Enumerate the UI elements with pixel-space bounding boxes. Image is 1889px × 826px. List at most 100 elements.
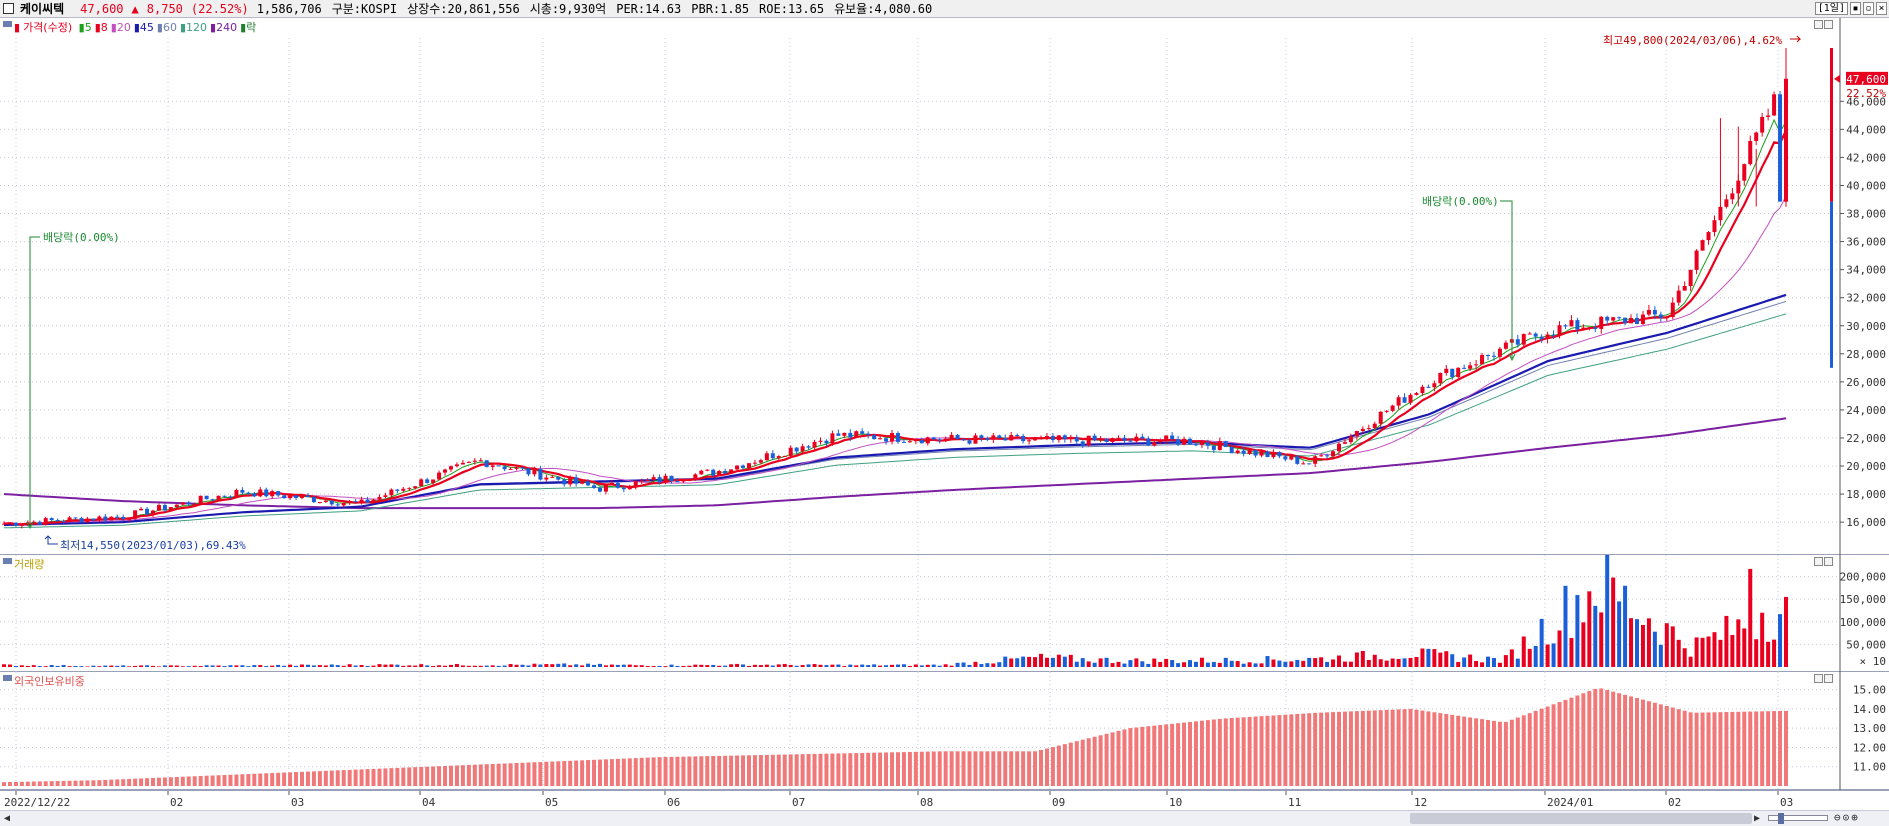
volume-bar	[1259, 663, 1264, 667]
foreign-bar	[526, 762, 531, 786]
candle-body	[1313, 456, 1318, 464]
foreign-bar	[97, 780, 102, 786]
ma-legend-item[interactable]: ▮5	[78, 21, 92, 34]
zoom-icons[interactable]: ⊖⊙⊕	[1834, 811, 1860, 824]
ma-legend-item[interactable]: ▮락	[240, 21, 257, 34]
scroll-right-icon[interactable]: ▶	[1754, 813, 1761, 824]
close-icon[interactable]: ×	[1876, 2, 1887, 15]
volume-bar	[198, 666, 203, 667]
pane-maximize-icon[interactable]	[1814, 557, 1823, 566]
pane-maximize-icon[interactable]	[1814, 20, 1823, 29]
volume-bar	[1652, 631, 1657, 667]
foreign-bar	[1050, 747, 1055, 786]
candle-body	[43, 518, 48, 525]
foreign-bar	[341, 770, 346, 786]
pane-close-icon[interactable]	[1824, 20, 1833, 29]
ma-legend-item[interactable]: ▮45	[133, 21, 154, 34]
foreign-bar	[1766, 711, 1771, 786]
volume-bar	[639, 665, 644, 667]
zoom-slider-knob[interactable]	[1778, 813, 1784, 824]
volume-bar	[884, 665, 889, 667]
volume-pane[interactable]: 거래량 50,000 100,000 150,000 200,000 × 10	[0, 555, 1889, 672]
volume-bar	[419, 664, 424, 667]
candle-body	[264, 489, 269, 497]
volume-bar	[669, 664, 674, 667]
volume-bar	[919, 665, 924, 667]
volume-bar	[603, 665, 608, 667]
info-toggle-box[interactable]	[3, 3, 14, 14]
foreign-bar	[1062, 744, 1067, 786]
ma-legend-item[interactable]: ▮8	[94, 21, 108, 34]
pane-close-icon[interactable]	[1824, 674, 1833, 683]
candle-body	[580, 481, 585, 484]
volume-bar	[1474, 660, 1479, 667]
candle-body	[31, 521, 36, 523]
date-tick-label: 04	[422, 796, 436, 809]
volume-bar	[538, 664, 543, 667]
restore-icon[interactable]: ▫	[1863, 2, 1874, 15]
foreign-bar	[1217, 718, 1222, 786]
zoom-slider[interactable]	[1768, 815, 1828, 821]
candle-body	[1438, 372, 1443, 384]
pane-close-icon[interactable]	[1824, 557, 1833, 566]
foreign-bar	[1402, 709, 1407, 786]
foreign-bar	[1021, 751, 1026, 786]
ma-legend-item[interactable]: ▮60	[156, 21, 177, 34]
foreign-bar	[1587, 691, 1592, 786]
pane-handle-icon[interactable]	[3, 21, 12, 27]
ma-legend-item[interactable]: ▮20	[110, 21, 131, 34]
volume-bar	[1247, 662, 1252, 667]
candle-body	[1247, 450, 1252, 454]
foreign-bar	[1128, 728, 1133, 786]
price-pane[interactable]: ▮ 가격(수정) ▮5 ▮8 ▮20 ▮45 ▮60 ▮120 ▮240 ▮락 16,000 18…	[0, 18, 1889, 555]
candle-body	[937, 439, 942, 441]
scroll-left-icon[interactable]: ◀	[4, 813, 11, 824]
foreign-bar	[872, 752, 877, 786]
volume-bar	[448, 664, 453, 667]
candle-body	[437, 472, 442, 480]
volume-bar	[1450, 654, 1455, 667]
foreign-bar	[1509, 719, 1514, 786]
volume-bar	[675, 665, 680, 667]
candle-body	[1563, 325, 1568, 327]
minimize-icon[interactable]: ▪	[1850, 2, 1861, 15]
candle-body	[234, 489, 239, 497]
candle-body	[1170, 435, 1175, 440]
volume-bar	[818, 664, 823, 667]
volume-bar	[1676, 639, 1681, 667]
foreign-bar	[1748, 711, 1753, 786]
pane-maximize-icon[interactable]	[1814, 674, 1823, 683]
candle-body	[770, 453, 775, 459]
scroll-thumb[interactable]	[1410, 813, 1752, 824]
volume-bar	[1062, 656, 1067, 667]
candle-body	[633, 481, 638, 488]
volume-bar	[1253, 663, 1258, 667]
foreign-bar	[568, 760, 573, 786]
volume-bar	[389, 664, 394, 667]
ma-legend-item[interactable]: ▮120	[179, 21, 208, 34]
pane-handle-icon[interactable]	[3, 558, 12, 564]
foreign-bar	[156, 777, 161, 786]
ma-legend-item[interactable]: ▮240	[210, 21, 238, 34]
volume-bar	[1289, 661, 1294, 667]
date-tick-label: 02	[1668, 796, 1681, 809]
volume-bar	[288, 664, 293, 667]
candle-body	[407, 488, 412, 490]
volume-bar	[943, 664, 948, 667]
foreign-bar	[1742, 711, 1747, 786]
foreign-bar	[1629, 696, 1634, 786]
candle-body	[1122, 437, 1127, 441]
foreign-bar	[1497, 721, 1502, 786]
candle-body	[830, 433, 835, 444]
price-tick-label: 16,000	[1846, 516, 1886, 529]
chart-scrollbar[interactable]: ◀ ▶ ⊖⊙⊕	[0, 810, 1889, 826]
foreign-bar	[216, 775, 221, 786]
candle-body	[931, 437, 936, 440]
pane-handle-icon[interactable]	[3, 675, 12, 681]
foreign-ownership-pane[interactable]: 외국인보유비중 11.00 12.00 13.00 14.00 15.00	[0, 672, 1889, 790]
period-button[interactable]: [1일]	[1814, 2, 1848, 15]
volume-bar	[1438, 652, 1443, 667]
candle-body	[85, 518, 90, 523]
volume-bar	[597, 663, 602, 667]
volume-bar	[1050, 657, 1055, 667]
